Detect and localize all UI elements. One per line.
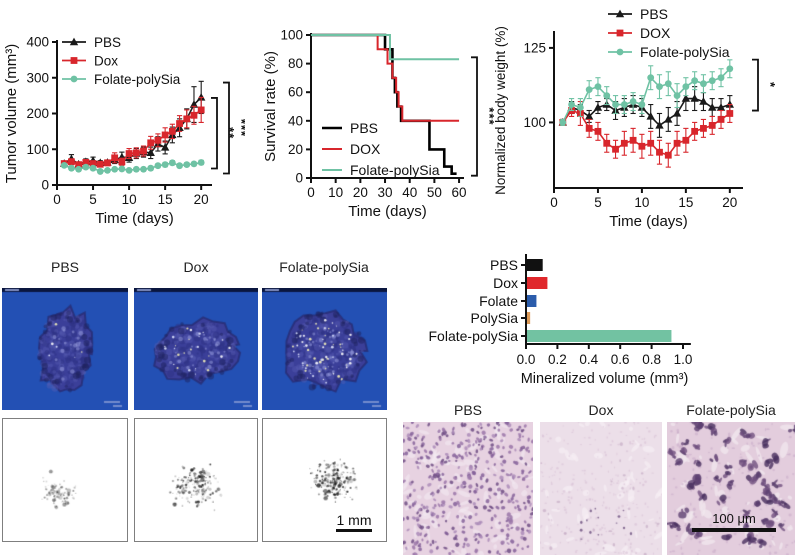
svg-text:10: 10 xyxy=(328,185,343,200)
mineralization-map-pbs xyxy=(2,418,128,542)
svg-text:400: 400 xyxy=(26,35,49,50)
svg-text:20: 20 xyxy=(194,192,209,207)
histology-label-pbs: PBS xyxy=(453,402,483,418)
svg-text:0: 0 xyxy=(295,171,303,186)
svg-text:10: 10 xyxy=(634,195,649,210)
svg-text:0.0: 0.0 xyxy=(517,352,536,367)
svg-text:Folate-polySia: Folate-polySia xyxy=(350,162,440,178)
histology-image-pbs xyxy=(403,422,533,555)
svg-text:DOX: DOX xyxy=(640,25,671,41)
svg-text:60: 60 xyxy=(288,85,303,100)
svg-text:***: *** xyxy=(482,107,495,125)
svg-text:0: 0 xyxy=(550,195,558,210)
svg-text:30: 30 xyxy=(378,185,393,200)
svg-text:100: 100 xyxy=(26,142,49,157)
microct-label-pbs: PBS xyxy=(50,259,80,275)
svg-text:*: * xyxy=(763,82,778,88)
svg-text:50: 50 xyxy=(427,185,442,200)
svg-text:Folate: Folate xyxy=(479,293,518,309)
body-weight-chart: 100 125 0 5 10 15 20 Time (days) Normalized body… xyxy=(493,6,778,230)
svg-text:20: 20 xyxy=(353,185,368,200)
svg-text:0.6: 0.6 xyxy=(611,352,630,367)
svg-text:5: 5 xyxy=(594,195,602,210)
svg-text:20: 20 xyxy=(722,195,737,210)
scale-bar-1mm-label: 1 mm xyxy=(336,512,372,528)
svg-text:Survival rate (%): Survival rate (%) xyxy=(262,51,279,162)
svg-text:1.0: 1.0 xyxy=(674,352,693,367)
microct-image-folate-polysia xyxy=(262,288,387,410)
scale-bar-100um: 100 μm xyxy=(692,511,776,533)
svg-text:0: 0 xyxy=(41,178,49,193)
svg-text:Normalized body weight (%): Normalized body weight (%) xyxy=(493,26,508,195)
svg-text:100: 100 xyxy=(523,115,546,130)
svg-text:60: 60 xyxy=(452,185,467,200)
svg-text:PolySia: PolySia xyxy=(471,310,519,326)
svg-text:15: 15 xyxy=(678,195,693,210)
svg-text:0: 0 xyxy=(53,192,61,207)
microct-image-pbs xyxy=(2,288,128,410)
svg-text:200: 200 xyxy=(26,106,49,121)
svg-text:Folate-polySia: Folate-polySia xyxy=(429,328,519,344)
scale-bar-100um-line xyxy=(692,528,776,533)
microct-label-dox: Dox xyxy=(183,259,209,275)
svg-text:DOX: DOX xyxy=(350,141,381,157)
svg-text:Time (days): Time (days) xyxy=(95,210,174,227)
svg-text:5: 5 xyxy=(89,192,97,207)
scale-bar-1mm-line xyxy=(336,529,372,533)
svg-text:Folate-polySia: Folate-polySia xyxy=(640,44,730,60)
svg-text:0: 0 xyxy=(307,185,315,200)
svg-text:Folate-polySia: Folate-polySia xyxy=(94,72,181,87)
svg-text:Time (days): Time (days) xyxy=(609,213,688,230)
svg-text:20: 20 xyxy=(288,142,303,157)
svg-text:40: 40 xyxy=(288,113,303,128)
mineralization-map-dox xyxy=(134,418,258,542)
svg-text:0.8: 0.8 xyxy=(642,352,661,367)
svg-text:10: 10 xyxy=(122,192,137,207)
histology-label-dox: Dox xyxy=(588,402,614,418)
svg-text:125: 125 xyxy=(523,40,546,55)
svg-text:Time (days): Time (days) xyxy=(348,203,427,220)
microct-label-folate-polysia: Folate-polySia xyxy=(279,259,369,275)
survival-chart: 0 20 40 60 80 100 0 10 20 30 40 50 60 Time (days) Surv… xyxy=(262,28,495,221)
svg-text:Tumor volume (mm³): Tumor volume (mm³) xyxy=(3,44,20,183)
svg-text:80: 80 xyxy=(288,56,303,71)
scale-bar-1mm: 1 mm xyxy=(336,512,372,533)
histology-image-folate-polysia xyxy=(667,422,795,555)
histology-label-folate-polysia: Folate-polySia xyxy=(686,402,776,418)
microct-image-dox xyxy=(134,288,258,410)
histology-image-dox xyxy=(540,422,662,555)
svg-text:PBS: PBS xyxy=(94,35,121,50)
svg-text:Dox: Dox xyxy=(493,275,518,291)
svg-text:15: 15 xyxy=(158,192,173,207)
svg-text:PBS: PBS xyxy=(350,120,378,136)
svg-text:Mineralized volume (mm³): Mineralized volume (mm³) xyxy=(521,371,689,387)
svg-text:***: *** xyxy=(234,119,245,137)
svg-text:0.4: 0.4 xyxy=(579,352,598,367)
scale-bar-100um-label: 100 μm xyxy=(712,511,756,526)
svg-text:0.2: 0.2 xyxy=(548,352,567,367)
mineralization-map-folate-polysia xyxy=(262,418,387,542)
svg-text:100: 100 xyxy=(280,28,303,43)
svg-text:Dox: Dox xyxy=(94,53,118,68)
svg-text:PBS: PBS xyxy=(640,6,668,22)
svg-text:PBS: PBS xyxy=(490,257,518,273)
svg-text:300: 300 xyxy=(26,70,49,85)
svg-text:40: 40 xyxy=(402,185,417,200)
tumor-volume-chart: 0 100 200 300 400 0 5 10 15 20 Time (days) Tumor vo… xyxy=(3,35,245,228)
